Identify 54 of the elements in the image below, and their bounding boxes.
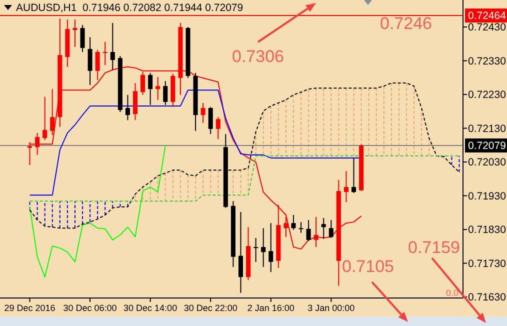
candlestick bbox=[35, 132, 40, 156]
x-tick-label: 3 Jan 00:00 bbox=[308, 303, 355, 313]
annotation: 0.7105 bbox=[342, 257, 394, 276]
chart-title: AUDUSD,H1 0.71946 0.72082 0.71944 0.72079 bbox=[16, 2, 244, 14]
candlestick bbox=[42, 96, 48, 141]
candlestick bbox=[140, 71, 146, 96]
x-tick-label: 29 Dec 2016 bbox=[4, 303, 56, 313]
candlestick bbox=[80, 24, 85, 52]
candlestick bbox=[268, 222, 274, 273]
x-tick-label: 2 Jan 16:00 bbox=[247, 303, 294, 313]
candlestick bbox=[254, 237, 258, 262]
candlestick bbox=[238, 211, 243, 294]
annotation: 0.0 bbox=[446, 288, 459, 298]
annotation: 0.7159 bbox=[408, 238, 460, 257]
candlestick bbox=[132, 82, 138, 121]
candlestick bbox=[88, 36, 92, 86]
candlestick bbox=[291, 214, 296, 230]
candlestick bbox=[125, 94, 130, 121]
candlestick bbox=[110, 22, 115, 70]
candlestick bbox=[208, 106, 213, 134]
y-tick-label: 0.72430 bbox=[468, 22, 506, 34]
candlestick bbox=[351, 157, 356, 194]
ref-line-label: 0.72079 bbox=[468, 140, 506, 152]
candlestick bbox=[216, 116, 220, 140]
candlestick bbox=[156, 76, 160, 100]
candlestick bbox=[148, 72, 153, 106]
candlestick bbox=[50, 88, 55, 136]
y-tick-label: 0.72130 bbox=[468, 122, 506, 135]
ref-line-label: 0.72464 bbox=[468, 10, 506, 22]
candlestick bbox=[102, 41, 108, 66]
candlestick bbox=[328, 220, 334, 238]
y-tick-label: 0.72230 bbox=[468, 89, 506, 102]
candlestick bbox=[321, 218, 326, 240]
y-tick-label: 0.71730 bbox=[468, 258, 506, 270]
y-tick-label: 0.72330 bbox=[468, 55, 506, 68]
x-tick-label: 30 Dec 06:00 bbox=[63, 303, 117, 313]
x-tick-label: 30 Dec 22:00 bbox=[184, 303, 238, 313]
y-tick-label: 0.71930 bbox=[468, 190, 506, 202]
candlestick bbox=[261, 228, 266, 268]
candlestick bbox=[163, 80, 168, 106]
candlestick bbox=[298, 222, 304, 234]
line-series bbox=[29, 90, 362, 196]
candlestick bbox=[200, 102, 206, 124]
y-tick-label: 0.72030 bbox=[468, 156, 506, 169]
annotation: 0.7246 bbox=[380, 14, 432, 33]
candlestick bbox=[306, 220, 311, 242]
y-tick-label: 0.71830 bbox=[468, 224, 506, 236]
annotation: 0.7306 bbox=[232, 47, 284, 66]
x-tick-label: 30 Dec 14:00 bbox=[124, 303, 178, 313]
candlestick bbox=[284, 216, 288, 238]
candlestick bbox=[72, 19, 78, 48]
candlestick bbox=[344, 170, 348, 203]
y-tick-label: 0.71630 bbox=[468, 292, 506, 304]
line-series bbox=[29, 144, 166, 278]
